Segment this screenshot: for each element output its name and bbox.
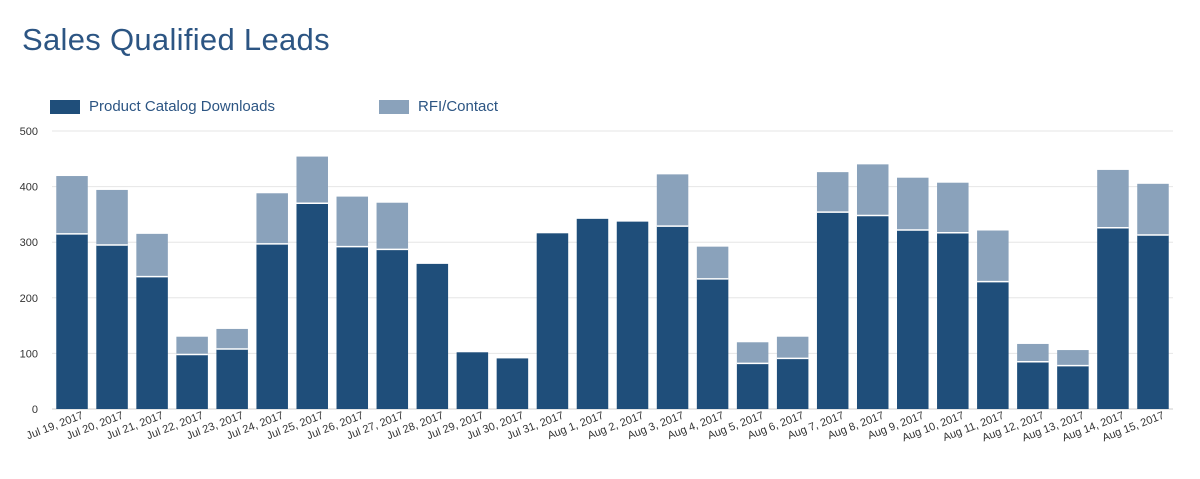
bar-product-catalog-downloads[interactable] [736,363,769,409]
bar-product-catalog-downloads[interactable] [216,348,248,409]
bar-product-catalog-downloads[interactable] [296,203,328,409]
bar-rfi-contact[interactable] [856,164,889,216]
bar-rfi-contact[interactable] [816,172,849,213]
legend-label: RFI/Contact [418,98,499,115]
chart-title: Sales Qualified Leads [22,22,330,57]
bar-product-catalog-downloads[interactable] [656,226,689,409]
y-tick-label: 300 [20,237,38,249]
bar-product-catalog-downloads[interactable] [456,352,489,409]
bar-rfi-contact[interactable] [1097,169,1129,228]
bar-rfi-contact[interactable] [977,230,1009,282]
bar-product-catalog-downloads[interactable] [937,232,969,409]
bar-product-catalog-downloads[interactable] [416,263,449,409]
bar-product-catalog-downloads[interactable] [536,233,569,409]
bar-rfi-contact[interactable] [1017,343,1049,362]
legend-swatch-primary [50,99,80,114]
y-tick-label: 200 [20,293,38,305]
bar-rfi-contact[interactable] [96,189,128,245]
bar-product-catalog-downloads[interactable] [136,276,168,409]
bar-product-catalog-downloads[interactable] [856,215,889,409]
bar-rfi-contact[interactable] [136,233,168,277]
legend-item-rfi-contact[interactable]: RFI/Contact [379,98,498,115]
bar-rfi-contact[interactable] [696,246,729,279]
bar-product-catalog-downloads[interactable] [816,212,849,409]
bar-product-catalog-downloads[interactable] [56,233,88,409]
bar-rfi-contact[interactable] [336,196,369,247]
y-tick-label: 500 [20,126,38,138]
bar-product-catalog-downloads[interactable] [696,278,729,409]
bar-product-catalog-downloads[interactable] [336,246,369,409]
bar-product-catalog-downloads[interactable] [1057,365,1089,409]
bar-rfi-contact[interactable] [1057,350,1089,366]
bar-rfi-contact[interactable] [897,177,929,230]
bar-rfi-contact[interactable] [296,156,328,204]
bar-rfi-contact[interactable] [776,336,809,359]
bar-product-catalog-downloads[interactable] [96,244,128,409]
bar-rfi-contact[interactable] [216,328,248,349]
bar-product-catalog-downloads[interactable] [576,218,609,409]
bar-product-catalog-downloads[interactable] [1097,227,1129,409]
bar-rfi-contact[interactable] [256,193,288,244]
bar-product-catalog-downloads[interactable] [496,358,529,409]
bar-rfi-contact[interactable] [1137,183,1169,235]
bar-product-catalog-downloads[interactable] [616,221,649,409]
bar-product-catalog-downloads[interactable] [1017,361,1049,409]
legend-swatch-secondary [379,99,409,114]
bar-product-catalog-downloads[interactable] [376,249,409,409]
bar-product-catalog-downloads[interactable] [897,229,929,409]
bar-rfi-contact[interactable] [736,342,769,364]
y-tick-label: 0 [32,404,38,416]
bar-product-catalog-downloads[interactable] [776,358,809,409]
bar-rfi-contact[interactable] [176,336,208,355]
legend-label: Product Catalog Downloads [89,98,275,115]
bar-rfi-contact[interactable] [56,176,88,234]
bar-product-catalog-downloads[interactable] [1137,234,1169,409]
bar-rfi-contact[interactable] [937,182,969,233]
bar-rfi-contact[interactable] [656,174,689,227]
bar-product-catalog-downloads[interactable] [977,281,1009,409]
legend-item-product-catalog-downloads[interactable]: Product Catalog Downloads [50,98,275,115]
bar-product-catalog-downloads[interactable] [176,354,208,409]
bar-product-catalog-downloads[interactable] [256,243,288,409]
bar-rfi-contact[interactable] [376,202,409,250]
y-tick-label: 100 [20,348,38,360]
y-tick-label: 400 [20,182,38,194]
